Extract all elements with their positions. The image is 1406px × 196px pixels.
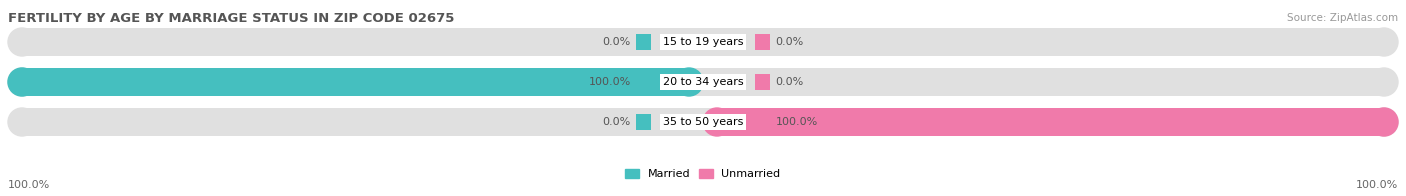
Circle shape	[8, 28, 37, 56]
Text: 35 to 50 years: 35 to 50 years	[662, 117, 744, 127]
Circle shape	[675, 68, 703, 96]
Text: 0.0%: 0.0%	[775, 37, 804, 47]
Bar	[22, 68, 689, 96]
Bar	[636, 114, 651, 130]
Circle shape	[8, 68, 37, 96]
Bar	[22, 108, 1384, 136]
Bar	[636, 74, 651, 90]
Text: Source: ZipAtlas.com: Source: ZipAtlas.com	[1286, 13, 1398, 23]
Circle shape	[8, 68, 37, 96]
Circle shape	[703, 108, 731, 136]
Text: 100.0%: 100.0%	[8, 180, 51, 190]
Text: 0.0%: 0.0%	[775, 77, 804, 87]
Text: 0.0%: 0.0%	[602, 37, 631, 47]
Bar	[717, 108, 1384, 136]
Bar	[755, 74, 770, 90]
Bar	[22, 68, 1384, 96]
Circle shape	[8, 108, 37, 136]
Bar	[636, 34, 651, 50]
Circle shape	[1369, 68, 1398, 96]
Circle shape	[1369, 28, 1398, 56]
Bar	[755, 114, 770, 130]
Circle shape	[1369, 108, 1398, 136]
Bar	[755, 34, 770, 50]
Legend: Married, Unmarried: Married, Unmarried	[626, 169, 780, 180]
Text: 100.0%: 100.0%	[1355, 180, 1398, 190]
Text: 100.0%: 100.0%	[588, 77, 631, 87]
Text: 15 to 19 years: 15 to 19 years	[662, 37, 744, 47]
Text: 0.0%: 0.0%	[602, 117, 631, 127]
Text: 20 to 34 years: 20 to 34 years	[662, 77, 744, 87]
Circle shape	[1369, 108, 1398, 136]
Text: FERTILITY BY AGE BY MARRIAGE STATUS IN ZIP CODE 02675: FERTILITY BY AGE BY MARRIAGE STATUS IN Z…	[8, 12, 454, 24]
Bar	[22, 28, 1384, 56]
Text: 100.0%: 100.0%	[775, 117, 818, 127]
